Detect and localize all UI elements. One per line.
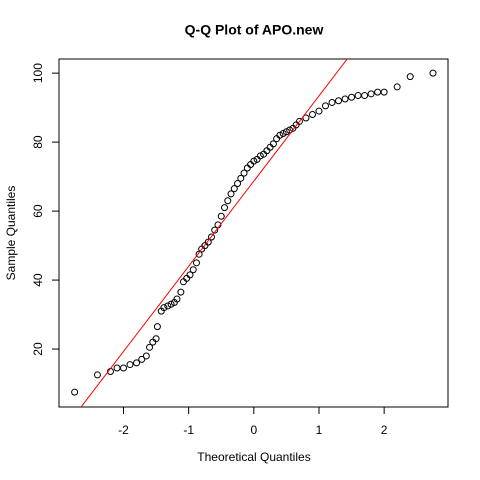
point <box>186 271 194 279</box>
point <box>322 102 330 110</box>
point <box>93 371 101 379</box>
point <box>234 180 242 188</box>
point <box>335 97 343 105</box>
x-tick-label: 1 <box>316 423 323 437</box>
point <box>429 69 437 77</box>
point <box>173 295 181 303</box>
point <box>361 92 369 100</box>
point <box>295 117 303 125</box>
point <box>189 266 197 274</box>
point <box>247 161 255 169</box>
y-tick-label: 40 <box>31 273 45 287</box>
point <box>177 288 185 296</box>
point <box>153 323 161 331</box>
reference-line <box>80 59 348 407</box>
x-axis-label: Theoretical Quantiles <box>197 450 310 464</box>
point <box>221 204 229 212</box>
point <box>204 238 212 246</box>
point <box>273 135 281 143</box>
y-tick-label: 60 <box>31 204 45 218</box>
y-tick-label: 100 <box>31 63 45 83</box>
point <box>240 169 248 177</box>
point <box>374 88 382 96</box>
point <box>71 388 79 396</box>
point <box>152 335 160 343</box>
point <box>393 83 401 91</box>
point <box>230 185 238 193</box>
point <box>160 304 168 312</box>
y-tick-label: 80 <box>31 135 45 149</box>
point <box>113 364 121 372</box>
y-axis-label: Sample Quantiles <box>4 186 18 281</box>
chart-title: Q-Q Plot of APO.new <box>185 22 324 38</box>
point <box>315 107 323 115</box>
x-tick-label: -1 <box>183 423 194 437</box>
point <box>354 92 362 100</box>
point <box>302 114 310 122</box>
x-tick-label: 0 <box>250 423 257 437</box>
point <box>269 140 277 148</box>
x-tick-label: 2 <box>381 423 388 437</box>
x-tick-label: -2 <box>118 423 129 437</box>
y-tick-label: 20 <box>31 342 45 356</box>
point <box>142 352 150 360</box>
point <box>348 93 356 101</box>
point <box>380 88 388 96</box>
point <box>138 355 146 363</box>
point <box>243 164 251 172</box>
point <box>237 174 245 182</box>
point <box>406 73 414 81</box>
point <box>133 359 141 367</box>
point <box>217 212 225 220</box>
point <box>328 98 336 106</box>
point <box>367 90 375 98</box>
point <box>126 361 134 369</box>
point <box>308 111 316 119</box>
point <box>341 95 349 103</box>
plot-box <box>58 58 449 408</box>
point <box>179 278 187 286</box>
point <box>211 226 219 234</box>
point <box>192 259 200 267</box>
point <box>266 143 274 151</box>
point <box>207 233 215 241</box>
point <box>183 274 191 282</box>
point <box>120 364 128 372</box>
point <box>149 338 157 346</box>
point <box>227 190 235 198</box>
point <box>146 343 154 351</box>
point <box>224 197 232 205</box>
point <box>263 147 271 155</box>
